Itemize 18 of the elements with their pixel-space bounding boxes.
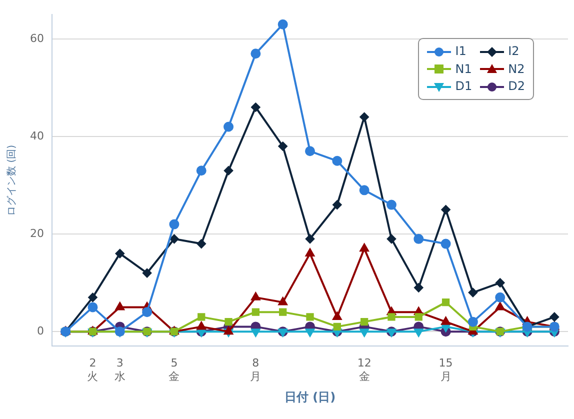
x-tick-label: 5 金 [168,356,180,383]
legend-label: D2 [508,79,525,94]
legend-label: N2 [508,62,525,76]
y-tick-label: 20 [30,226,44,240]
legend-label: I1 [455,44,466,58]
x-tick-label: 3 水 [114,356,126,383]
y-tick-label: 0 [36,324,44,338]
x-axis-title: 日付 (日) [284,390,336,404]
y-tick-label: 60 [30,32,44,45]
y-tick-label: 40 [30,129,44,142]
x-tick-label: 8 月 [250,356,262,383]
legend-label: N1 [455,62,472,76]
y-axis-title: ログイン数 (回) [6,144,18,216]
legend-label: I2 [508,44,520,58]
x-tick-label: 2 火 [87,356,98,383]
legend-label: D1 [455,79,472,94]
x-tick-label: 15 月 [438,356,453,383]
x-tick-label: 12 金 [357,356,372,383]
